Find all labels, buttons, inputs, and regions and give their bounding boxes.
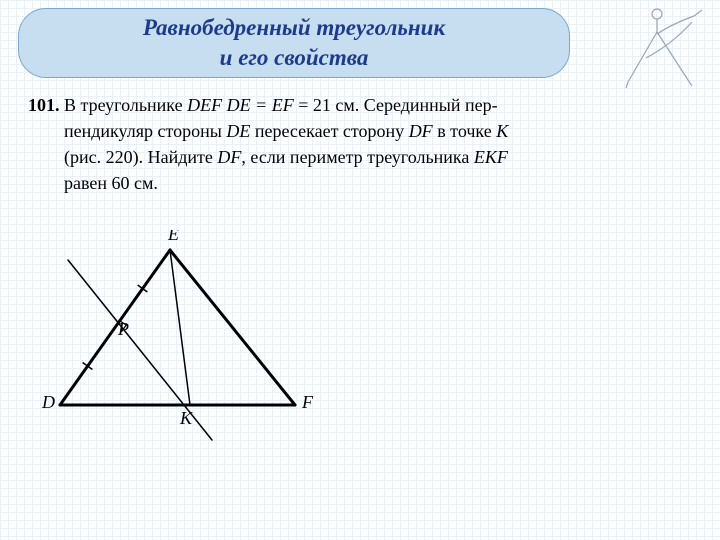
t3b: , если периметр треугольника (241, 147, 474, 167)
t2b: пересекает сторону (250, 121, 408, 141)
svg-text:F: F (301, 392, 314, 412)
svg-text:E: E (167, 230, 179, 244)
t1m1: DEF DE = EF (187, 95, 294, 115)
t2c: в точке (433, 121, 497, 141)
t3a: (рис. 220). Найдите (64, 147, 217, 167)
t2m1: DE (226, 121, 250, 141)
t2a: пендикуляр стороны (64, 121, 226, 141)
svg-text:D: D (41, 392, 55, 412)
title-line-2: и его свойства (220, 43, 369, 73)
t2m2: DF (409, 121, 433, 141)
t1b: = 21 см. Серединный пер- (294, 95, 498, 115)
svg-text:K: K (179, 408, 193, 428)
problem-number: 101. (28, 95, 60, 115)
t4a: равен 60 см. (64, 173, 158, 193)
triangle-figure: D E F K P (40, 230, 340, 450)
problem-text: 101. В треугольнике DEF DE = EF = 21 см.… (28, 92, 668, 196)
t3m1: DF (217, 147, 241, 167)
svg-text:P: P (117, 319, 129, 339)
t3m2: EKF (474, 147, 508, 167)
t1a: В треугольнике (64, 95, 187, 115)
t2m3: K (496, 121, 508, 141)
compass-decoration-icon (602, 0, 712, 90)
title-banner: Равнобедренный треугольник и его свойств… (18, 8, 570, 78)
title-line-1: Равнобедренный треугольник (143, 13, 445, 43)
